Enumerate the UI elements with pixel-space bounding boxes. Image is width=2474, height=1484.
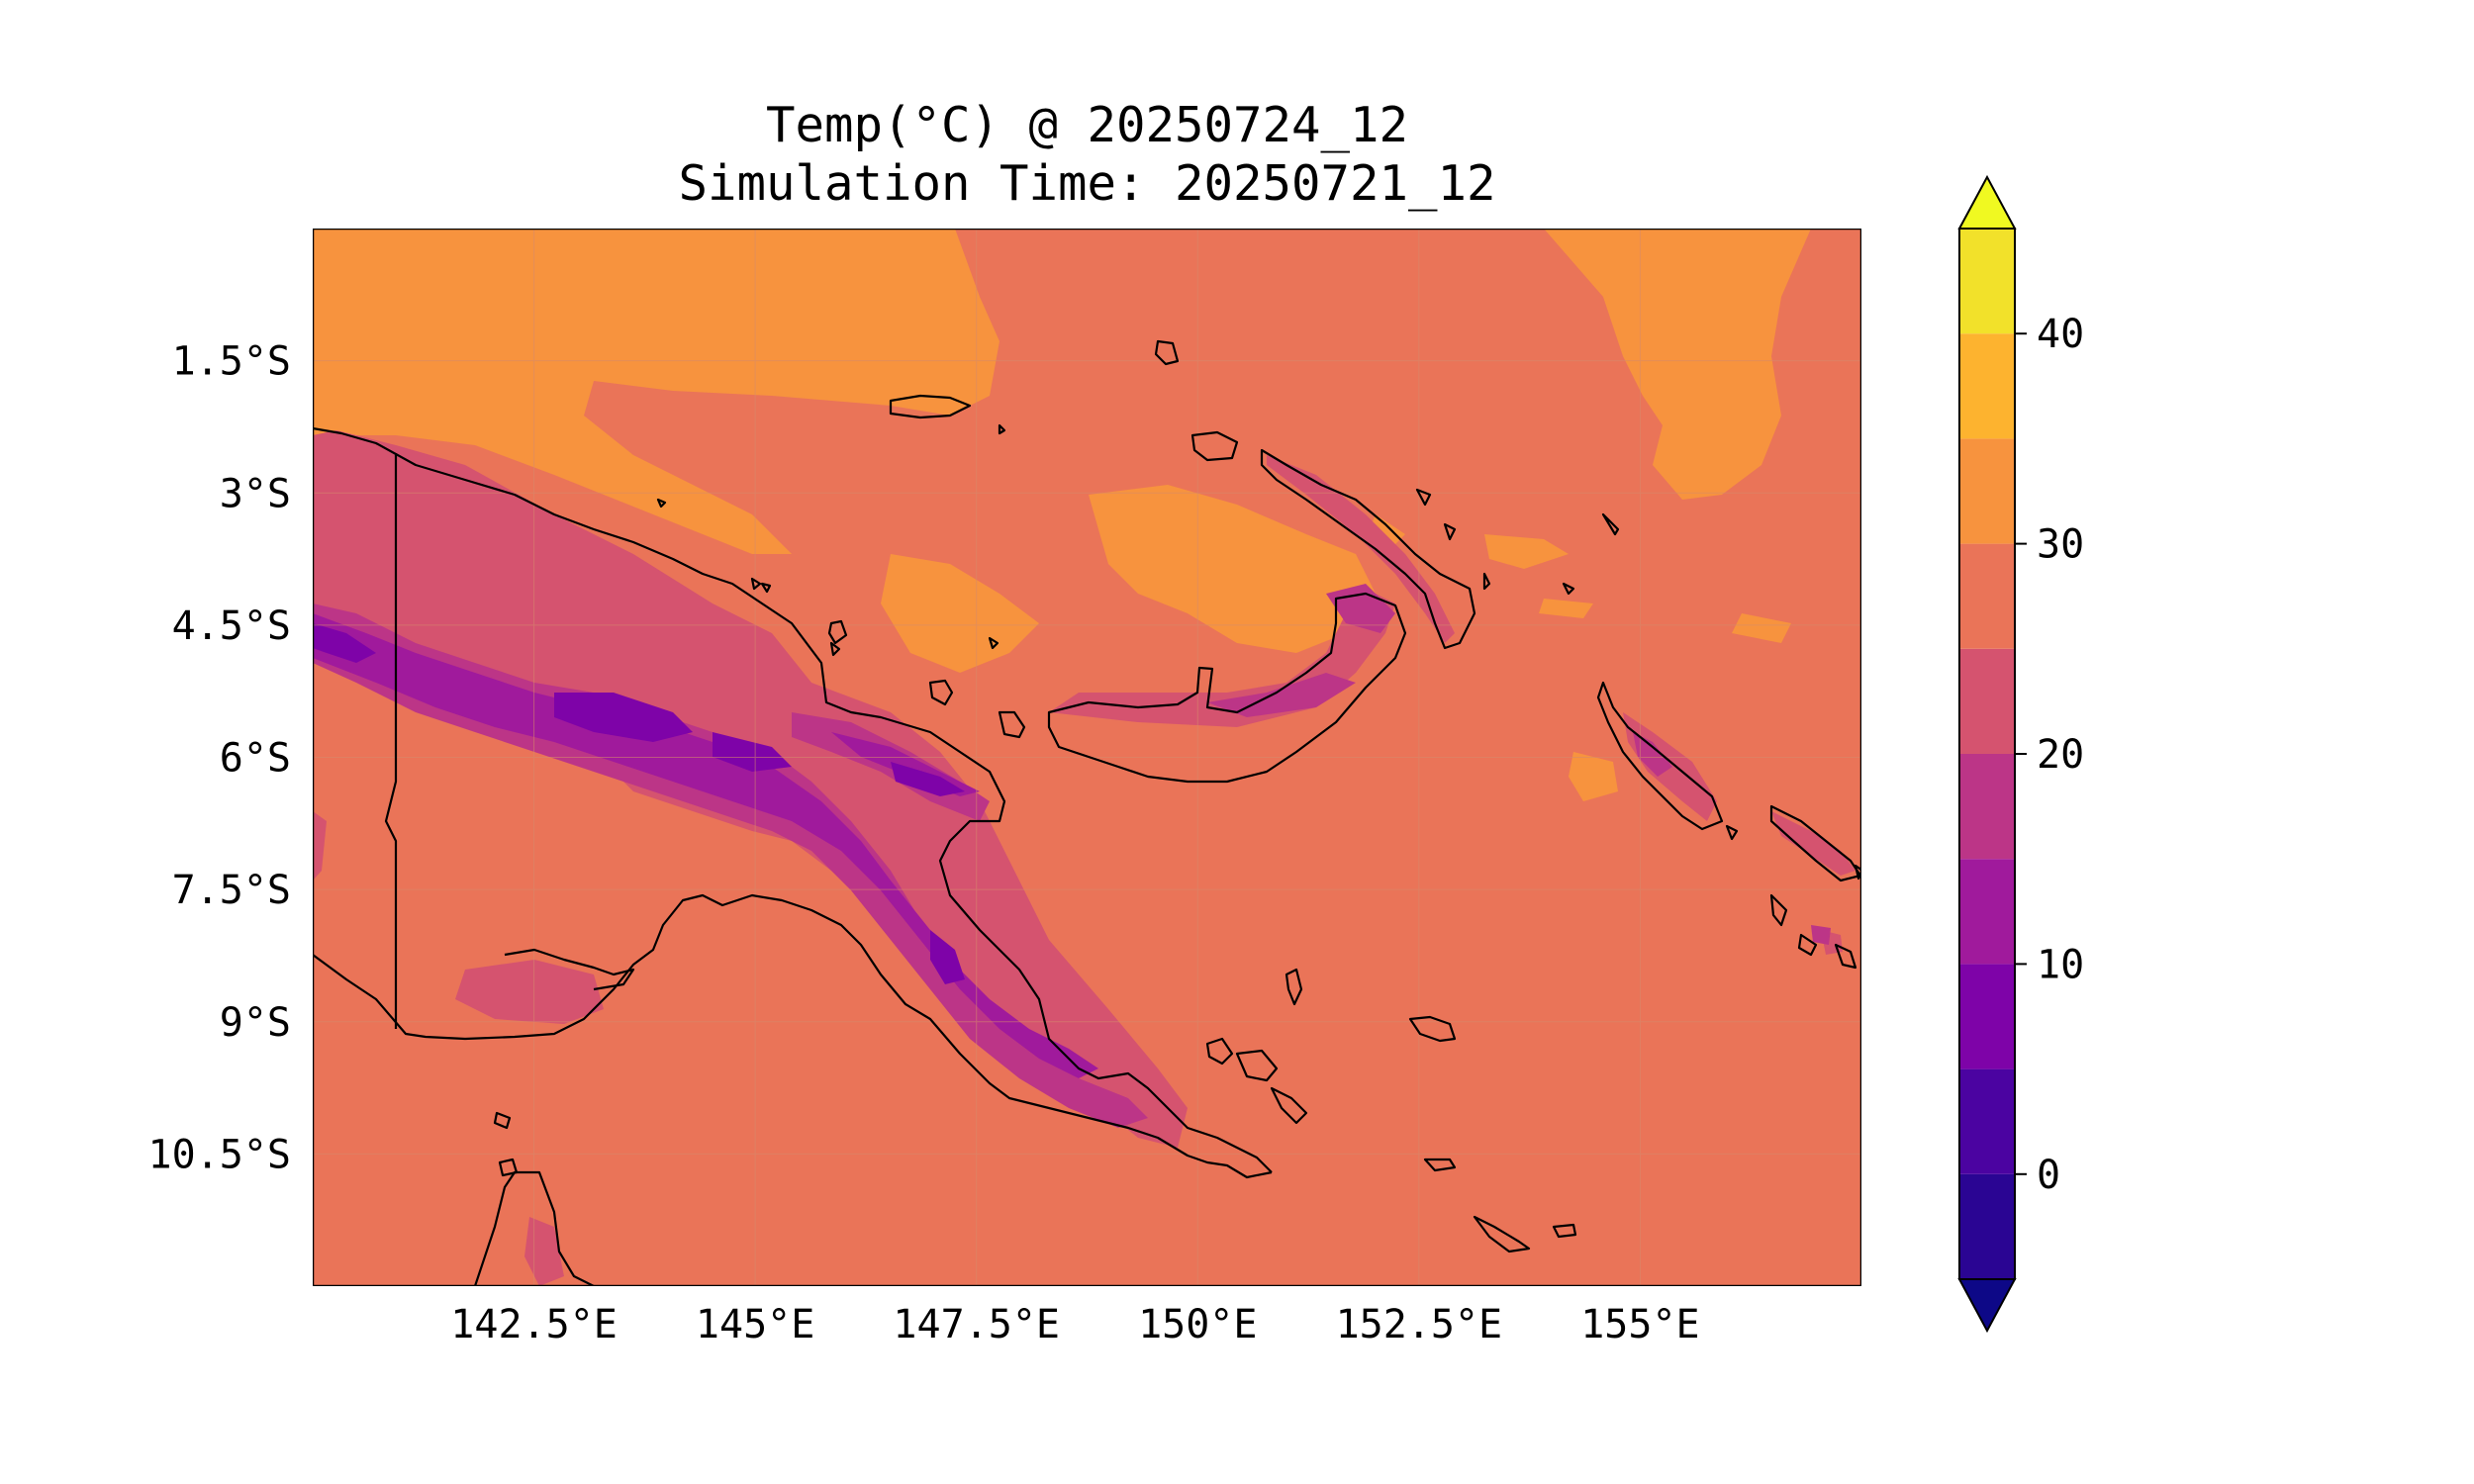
wuvulu <box>750 577 762 591</box>
graticule <box>313 229 1861 1286</box>
umboi <box>928 679 954 706</box>
green-isl <box>1725 824 1739 841</box>
colorbar-tick-label: 30 <box>2037 522 2084 568</box>
lat-tick-label: 7.5°S <box>172 868 291 913</box>
torres-islands <box>493 1111 512 1130</box>
colorbar-over-arrow <box>1957 174 2017 230</box>
rossel <box>1423 1158 1457 1172</box>
colorbar-tick-label: 20 <box>2037 732 2084 778</box>
colorbar: 0 10 20 30 40 <box>1957 174 2084 1334</box>
solomon-small <box>1797 933 1818 957</box>
choiseul <box>1769 893 1788 927</box>
new-britain <box>1047 592 1407 784</box>
colorbar-tick-label: 40 <box>2037 312 2084 357</box>
lon-tick-label: 145°E <box>696 1302 814 1347</box>
lon-tick-labels: 142.5°E 145°E 147.5°E 150°E 152.5°E 155°E <box>450 1302 1699 1347</box>
biak-east <box>656 498 667 509</box>
tabar <box>1415 488 1432 507</box>
lon-tick-label: 147.5°E <box>893 1302 1060 1347</box>
colorbar-segment <box>1959 229 2015 334</box>
mussau <box>1154 339 1180 366</box>
feni <box>1482 572 1491 591</box>
map-subtitle: Simulation Time: 20250721_12 <box>678 155 1496 212</box>
ontong <box>1601 512 1620 536</box>
lat-tick-label: 9°S <box>220 1000 291 1046</box>
colorbar-segment <box>1959 333 2015 439</box>
colorbar-segment <box>1959 1173 2015 1279</box>
colorbar-segment <box>1959 859 2015 965</box>
manam <box>829 641 841 657</box>
lat-tick-label: 10.5°S <box>148 1132 292 1177</box>
woodlark <box>1408 1015 1457 1043</box>
lon-tick-label: 152.5°E <box>1336 1302 1503 1347</box>
normanby <box>1270 1086 1308 1125</box>
colorbar-segment <box>1959 964 2015 1069</box>
map-title: Temp(°C) @ 20250724_12 <box>765 97 1408 153</box>
solomon-small-2 <box>1834 943 1857 970</box>
colorbar-segment <box>1959 543 2015 649</box>
colorbar-tick-label: 0 <box>2037 1153 2060 1198</box>
colorbar-segment <box>1959 438 2015 544</box>
lat-tick-labels: 1.5°S 3°S 4.5°S 6°S 7.5°S 9°S 10.5°S <box>148 339 292 1178</box>
cape-york <box>473 1170 595 1286</box>
karkar <box>827 619 848 645</box>
witu <box>988 636 999 650</box>
lat-tick-label: 4.5°S <box>172 603 291 649</box>
lat-tick-label: 1.5°S <box>172 339 291 385</box>
manus <box>889 394 972 419</box>
colorbar-segment <box>1959 754 2015 860</box>
rennell <box>1552 1223 1577 1239</box>
long-island <box>998 710 1026 739</box>
bougainville <box>1596 681 1724 831</box>
new-guinea-north-coast <box>313 426 1273 1173</box>
colorbar-segment <box>1959 648 2015 754</box>
new-hanover <box>1190 430 1239 462</box>
colorbar-under-arrow <box>1957 1278 2017 1334</box>
solomon-west <box>1769 804 1861 882</box>
lat-tick-label: 6°S <box>220 736 291 782</box>
temp-band-30-35 <box>313 229 1811 801</box>
new-ireland <box>1260 448 1476 650</box>
fergusson <box>1235 1049 1279 1082</box>
schouten <box>760 582 772 594</box>
colorbar-tick-label: 10 <box>2037 942 2084 987</box>
lon-tick-label: 150°E <box>1138 1302 1257 1347</box>
lihir <box>1443 522 1457 541</box>
border-pg-id <box>384 453 398 1029</box>
temp-band-5-10 <box>313 623 965 984</box>
colorbar-segment <box>1959 1068 2015 1174</box>
louisiade <box>1473 1215 1531 1253</box>
dentrecasteaux <box>1205 1037 1234 1066</box>
new-guinea-south-coast <box>313 893 1273 1179</box>
trobriand <box>1285 968 1303 1006</box>
torres-islands-2 <box>498 1158 519 1177</box>
nuguria <box>1562 582 1575 596</box>
south-fly-islands <box>504 948 635 991</box>
lat-tick-label: 3°S <box>220 471 291 516</box>
lon-tick-label: 142.5°E <box>450 1302 618 1347</box>
coastlines <box>313 339 1861 1286</box>
map-area <box>313 229 1861 1286</box>
ninigo <box>998 423 1006 435</box>
lon-tick-label: 155°E <box>1580 1302 1699 1347</box>
